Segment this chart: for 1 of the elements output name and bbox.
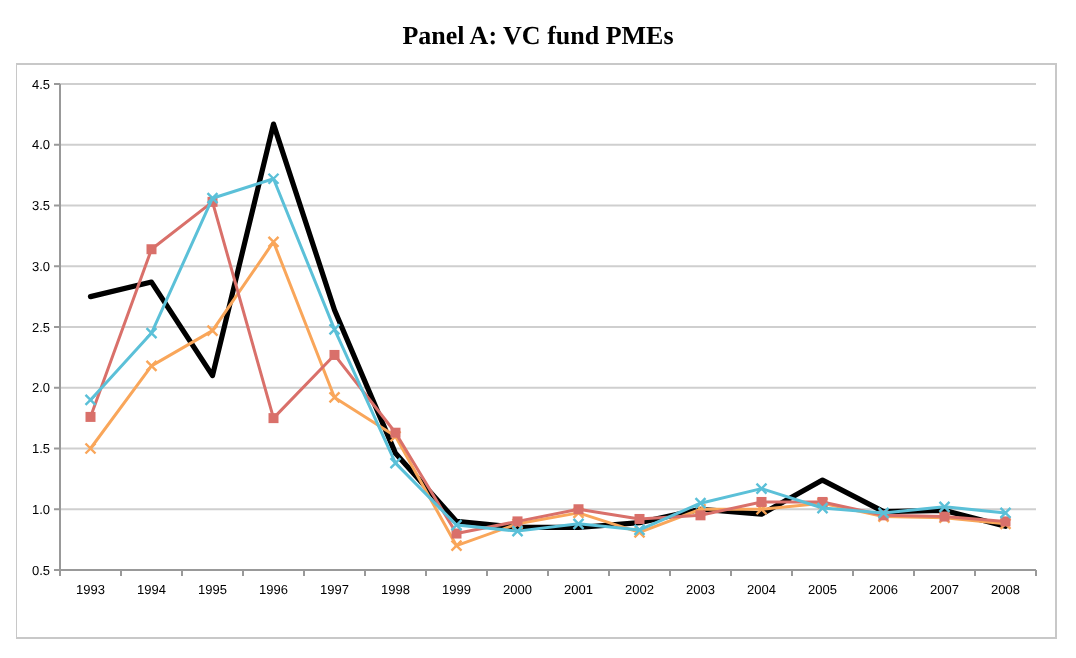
- chart-title: Panel A: VC fund PMEs: [402, 20, 674, 50]
